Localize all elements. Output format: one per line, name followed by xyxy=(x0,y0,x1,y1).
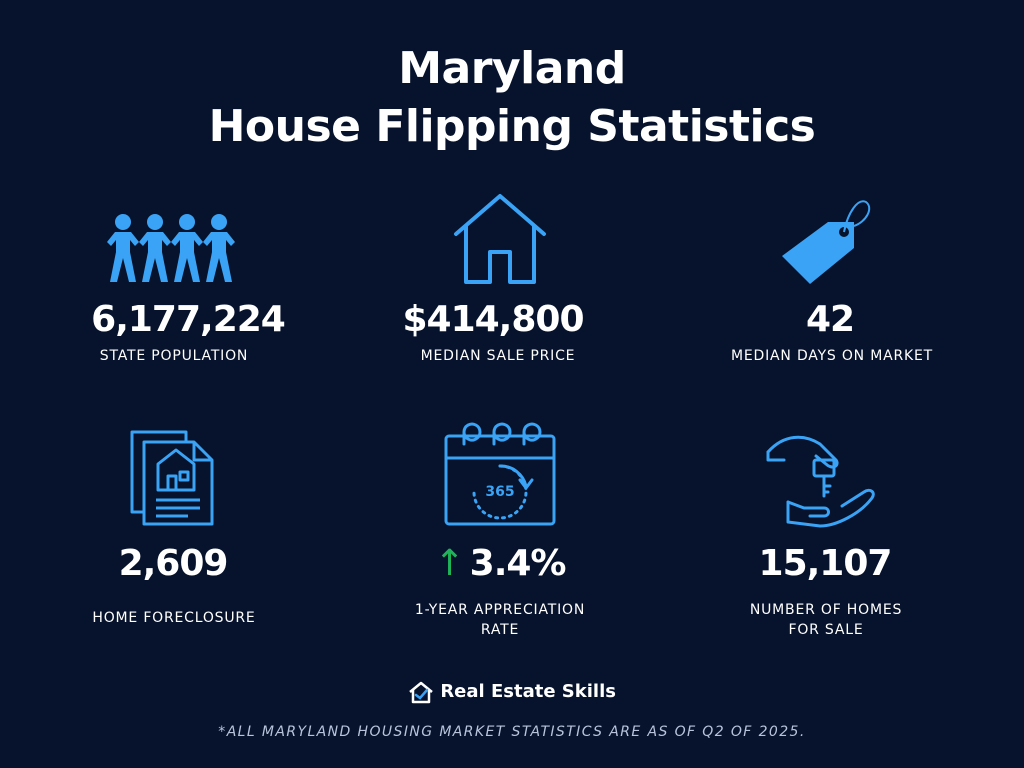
median-sale-price-label: MEDIAN SALE PRICE xyxy=(420,348,576,364)
price-tag-icon xyxy=(776,192,874,288)
appreciation-label-line-2: RATE xyxy=(480,622,520,638)
calendar-365-icon: 365 xyxy=(442,422,558,528)
homes-for-sale-label-line-1: NUMBER OF HOMES xyxy=(749,602,903,618)
foreclosure-document-icon xyxy=(128,428,218,528)
appreciation-label-line-1: 1-YEAR APPRECIATION xyxy=(414,602,586,618)
homes-for-sale-label: NUMBER OF HOMES FOR SALE xyxy=(676,600,976,640)
population-value: 6,177,224 xyxy=(91,299,286,340)
foreclosure-value: 2,609 xyxy=(118,543,229,584)
appreciation-label: 1-YEAR APPRECIATION RATE xyxy=(350,600,650,640)
footnote: *ALL MARYLAND HOUSING MARKET STATISTICS … xyxy=(218,724,806,740)
foreclosure-label: HOME FORECLOSURE xyxy=(92,610,256,626)
population-label: STATE POPULATION xyxy=(99,348,249,364)
trend-up-arrow: ↑ xyxy=(434,543,464,584)
appreciation-number: 3.4% xyxy=(469,543,567,584)
house-key-handover-icon xyxy=(764,430,880,528)
title-line-2: House Flipping Statistics xyxy=(208,101,816,152)
title-line-1: Maryland xyxy=(398,43,626,94)
svg-text:365: 365 xyxy=(485,484,514,500)
median-sale-price-value: $414,800 xyxy=(402,299,584,340)
homes-for-sale-value: 15,107 xyxy=(758,543,893,584)
brand-logo: Real Estate Skills xyxy=(0,678,1024,706)
house-check-logo-icon xyxy=(408,681,440,704)
median-days-label: MEDIAN DAYS ON MARKET xyxy=(731,348,933,364)
people-icon xyxy=(106,210,240,284)
appreciation-value: ↑ 3.4% xyxy=(330,542,670,586)
house-icon xyxy=(452,192,548,286)
brand-name: Real Estate Skills xyxy=(440,681,616,702)
median-days-value: 42 xyxy=(805,299,855,340)
homes-for-sale-label-line-2: FOR SALE xyxy=(788,622,864,638)
page-title: Maryland House Flipping Statistics xyxy=(0,40,1024,156)
